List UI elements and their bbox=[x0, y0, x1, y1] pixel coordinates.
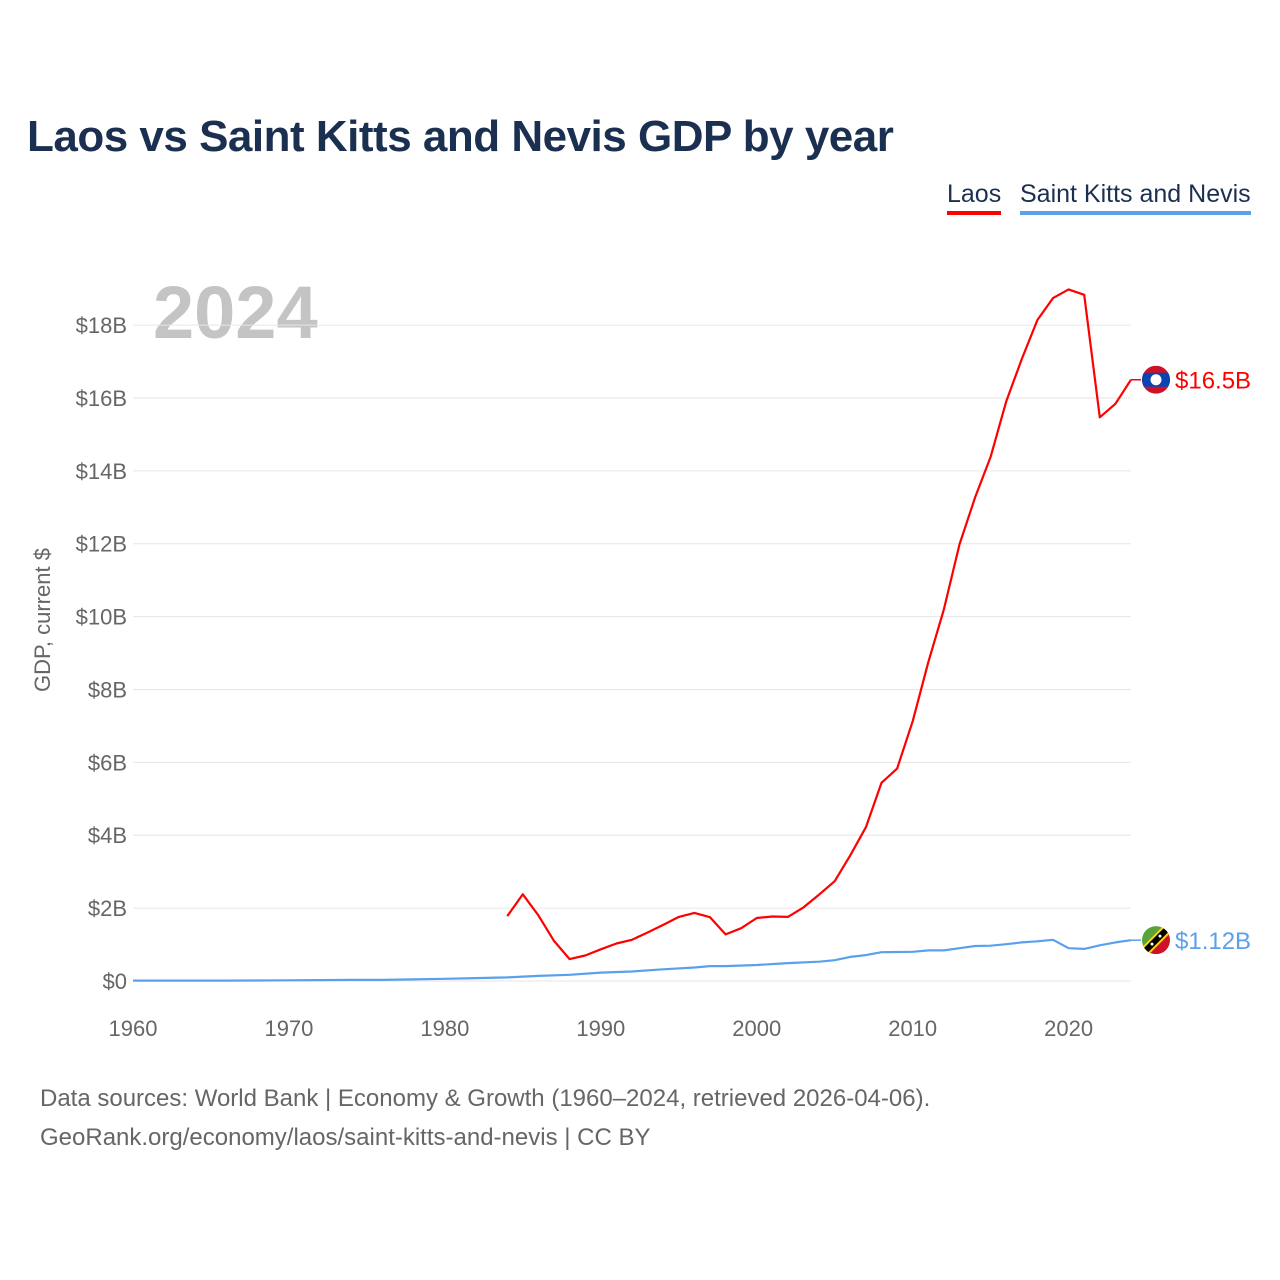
y-tick-label: $16B bbox=[76, 386, 127, 411]
y-tick-label: $4B bbox=[88, 823, 127, 848]
y-tick-label: $12B bbox=[76, 532, 127, 557]
saint-kitts-and-nevis-flag-icon bbox=[1142, 926, 1170, 955]
x-tick-label: 1960 bbox=[109, 1016, 158, 1041]
source-line-1: Data sources: World Bank | Economy & Gro… bbox=[40, 1085, 931, 1112]
series-line-saint-kitts-and-nevis bbox=[133, 938, 1132, 982]
y-tick-label: $14B bbox=[76, 459, 127, 484]
legend-laos[interactable]: Laos bbox=[947, 180, 1002, 215]
source-line-2: GeoRank.org/economy/laos/saint-kitts-and… bbox=[40, 1124, 651, 1151]
x-tick-label: 1970 bbox=[264, 1016, 313, 1041]
y-tick-label: $0 bbox=[103, 969, 127, 994]
end-value-label: $16.5B bbox=[1175, 368, 1251, 395]
y-tick-label: $8B bbox=[88, 677, 127, 702]
x-tick-label: 1990 bbox=[576, 1016, 625, 1041]
y-tick-label: $18B bbox=[76, 313, 127, 338]
laos-flag-icon bbox=[1142, 365, 1170, 394]
x-tick-label: 2010 bbox=[888, 1016, 937, 1041]
x-tick-label: 2020 bbox=[1044, 1016, 1093, 1041]
chart-title: Laos vs Saint Kitts and Nevis GDP by yea… bbox=[27, 112, 894, 161]
legend-saint-kitts-and-nevis[interactable]: Saint Kitts and Nevis bbox=[1020, 180, 1251, 215]
x-tick-label: 2000 bbox=[732, 1016, 781, 1041]
y-tick-label: $6B bbox=[88, 750, 127, 775]
x-tick-label: 1980 bbox=[420, 1016, 469, 1041]
year-watermark: 2024 bbox=[153, 271, 318, 354]
end-value-label: $1.12B bbox=[1175, 928, 1251, 955]
y-tick-label: $10B bbox=[76, 605, 127, 630]
series-line-laos bbox=[506, 288, 1132, 961]
y-tick-label: $2B bbox=[88, 896, 127, 921]
y-axis-label: GDP, current $ bbox=[30, 548, 55, 692]
